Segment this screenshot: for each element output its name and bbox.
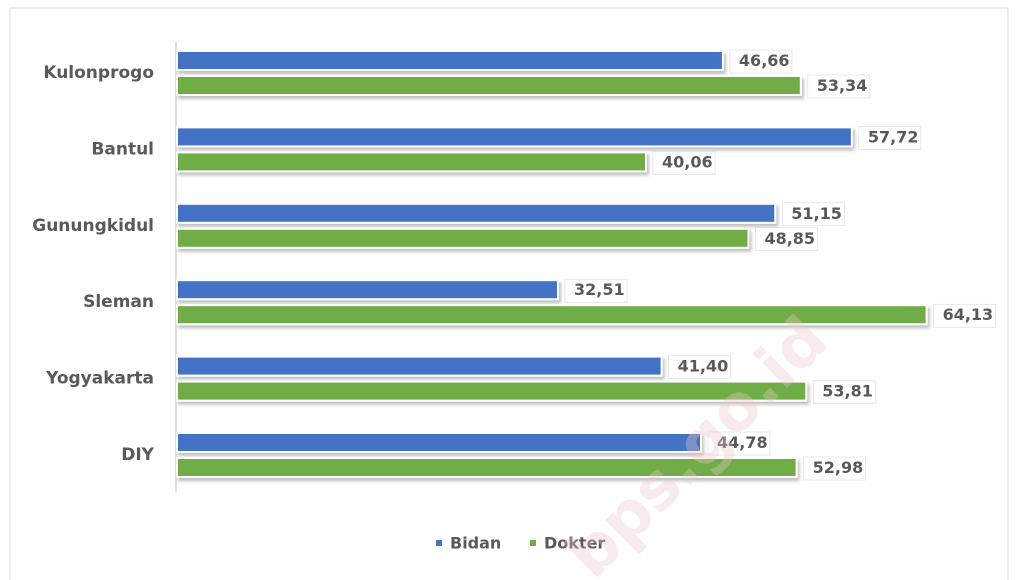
label-box bbox=[564, 278, 628, 303]
bar bbox=[178, 77, 800, 94]
value-label: 46,66 bbox=[739, 51, 790, 70]
label-box bbox=[812, 380, 876, 404]
value-label: 57,72 bbox=[868, 127, 919, 146]
value-label: 51,15 bbox=[791, 204, 842, 223]
bar bbox=[178, 281, 557, 299]
bar bbox=[178, 382, 806, 400]
label-box bbox=[781, 202, 845, 227]
legend-label: Dokter bbox=[544, 534, 605, 553]
value-label: 53,81 bbox=[822, 382, 873, 401]
label-box bbox=[755, 227, 818, 252]
category-label: Bantul bbox=[91, 139, 154, 159]
bar bbox=[178, 153, 645, 171]
value-label: 52,98 bbox=[813, 458, 864, 477]
label-box bbox=[858, 126, 922, 150]
value-label: 64,13 bbox=[943, 305, 994, 324]
label-box bbox=[803, 456, 866, 481]
bar bbox=[178, 128, 851, 146]
bar bbox=[178, 459, 796, 476]
bar bbox=[178, 204, 775, 222]
bar bbox=[178, 357, 661, 375]
category-label: Gunungkidul bbox=[32, 216, 154, 236]
label-box bbox=[668, 355, 731, 379]
category-label: Sleman bbox=[83, 292, 154, 312]
bar bbox=[178, 434, 701, 451]
value-label: 40,06 bbox=[662, 152, 713, 171]
bar bbox=[178, 52, 722, 69]
value-label: 48,85 bbox=[764, 229, 815, 248]
category-label: DIY bbox=[121, 445, 154, 465]
label-box bbox=[652, 151, 716, 175]
label-box bbox=[707, 431, 771, 456]
label-box bbox=[807, 74, 871, 99]
value-label: 53,34 bbox=[817, 76, 868, 95]
category-label: Yogyakarta bbox=[45, 369, 154, 389]
legend-label: Bidan bbox=[450, 534, 501, 553]
label-box bbox=[729, 49, 793, 74]
bar bbox=[178, 306, 926, 324]
label-box bbox=[933, 303, 996, 328]
value-label: 44,78 bbox=[717, 433, 768, 452]
bar bbox=[178, 229, 748, 247]
legend-swatch bbox=[530, 540, 536, 546]
value-label: 32,51 bbox=[574, 280, 625, 299]
category-label: Kulonprogo bbox=[43, 63, 154, 83]
legend-swatch bbox=[436, 540, 442, 546]
value-label: 41,40 bbox=[678, 357, 729, 376]
